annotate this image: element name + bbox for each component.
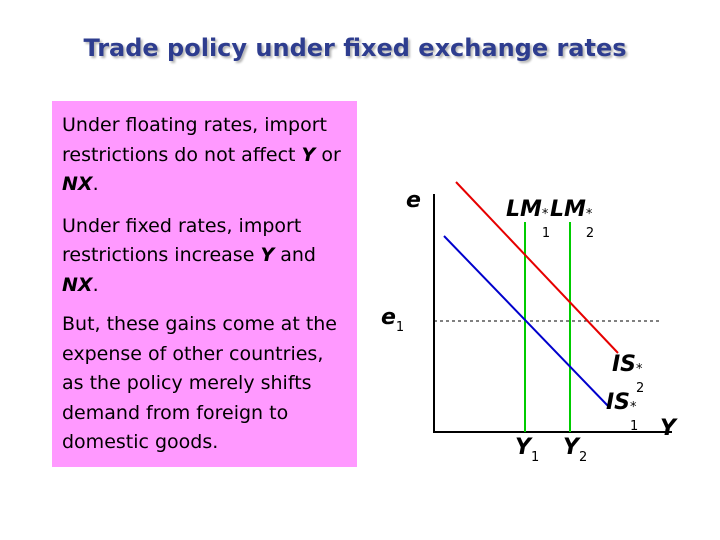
is2-sup: * [636, 362, 643, 377]
is1-sup: * [630, 400, 637, 415]
paragraph-floating-rates: Under floating rates, import restriction… [62, 111, 349, 200]
is1-sub: 1 [630, 419, 639, 434]
paragraph-expense: But, these gains come at the expense of … [62, 313, 337, 453]
is1-curve [443, 235, 610, 408]
is2-curve [455, 181, 619, 354]
p2-mid: and [274, 244, 316, 266]
p1-post: . [92, 173, 99, 195]
lm2-label: LM * 2 [550, 197, 594, 241]
page-title: Trade policy under fixed exchange rates [83, 34, 627, 62]
lm2-main: LM [550, 197, 586, 222]
p1-mid: or [315, 143, 341, 166]
e1-main: e [381, 305, 396, 330]
explanation-textbox: Under floating rates, import restriction… [52, 101, 357, 467]
lm1-main: LM [506, 197, 542, 222]
p2-text: Under fixed rates, import restrictions i… [62, 214, 302, 267]
paragraph-fixed-rates: Under fixed rates, import restrictions i… [62, 212, 349, 301]
y2-label: Y2 [563, 435, 587, 465]
p1-var-y: Y [301, 143, 316, 166]
is2-main: IS [612, 352, 637, 377]
y2-main: Y [563, 435, 579, 460]
y2-sub: 2 [578, 450, 588, 465]
is2-label: IS * 2 [612, 352, 644, 396]
p2-post: . [92, 273, 99, 296]
is1-label: IS * 1 [606, 390, 638, 434]
p2-var-nx: NX [62, 273, 93, 296]
is1-main: IS [606, 390, 631, 415]
y1-label: Y1 [515, 435, 539, 465]
is2-sub: 2 [636, 381, 645, 396]
lm2-sup: * [585, 207, 593, 222]
e1-sub: 1 [395, 320, 405, 335]
p1-text: Under floating rates, import restriction… [62, 114, 327, 166]
y1-main: Y [515, 435, 531, 460]
y1-sub: 1 [530, 450, 540, 465]
lm1-sup: * [541, 207, 549, 222]
p1-var-nx: NX [62, 173, 93, 195]
lm2-sub: 2 [585, 226, 595, 241]
x-axis-label-y: Y [660, 416, 676, 441]
y-axis-label-e: e [406, 188, 421, 213]
p2-var-y: Y [260, 244, 275, 266]
lm1-sub: 1 [541, 226, 551, 241]
e1-label: e1 [381, 305, 404, 335]
lm1-label: LM * 1 [506, 197, 550, 241]
